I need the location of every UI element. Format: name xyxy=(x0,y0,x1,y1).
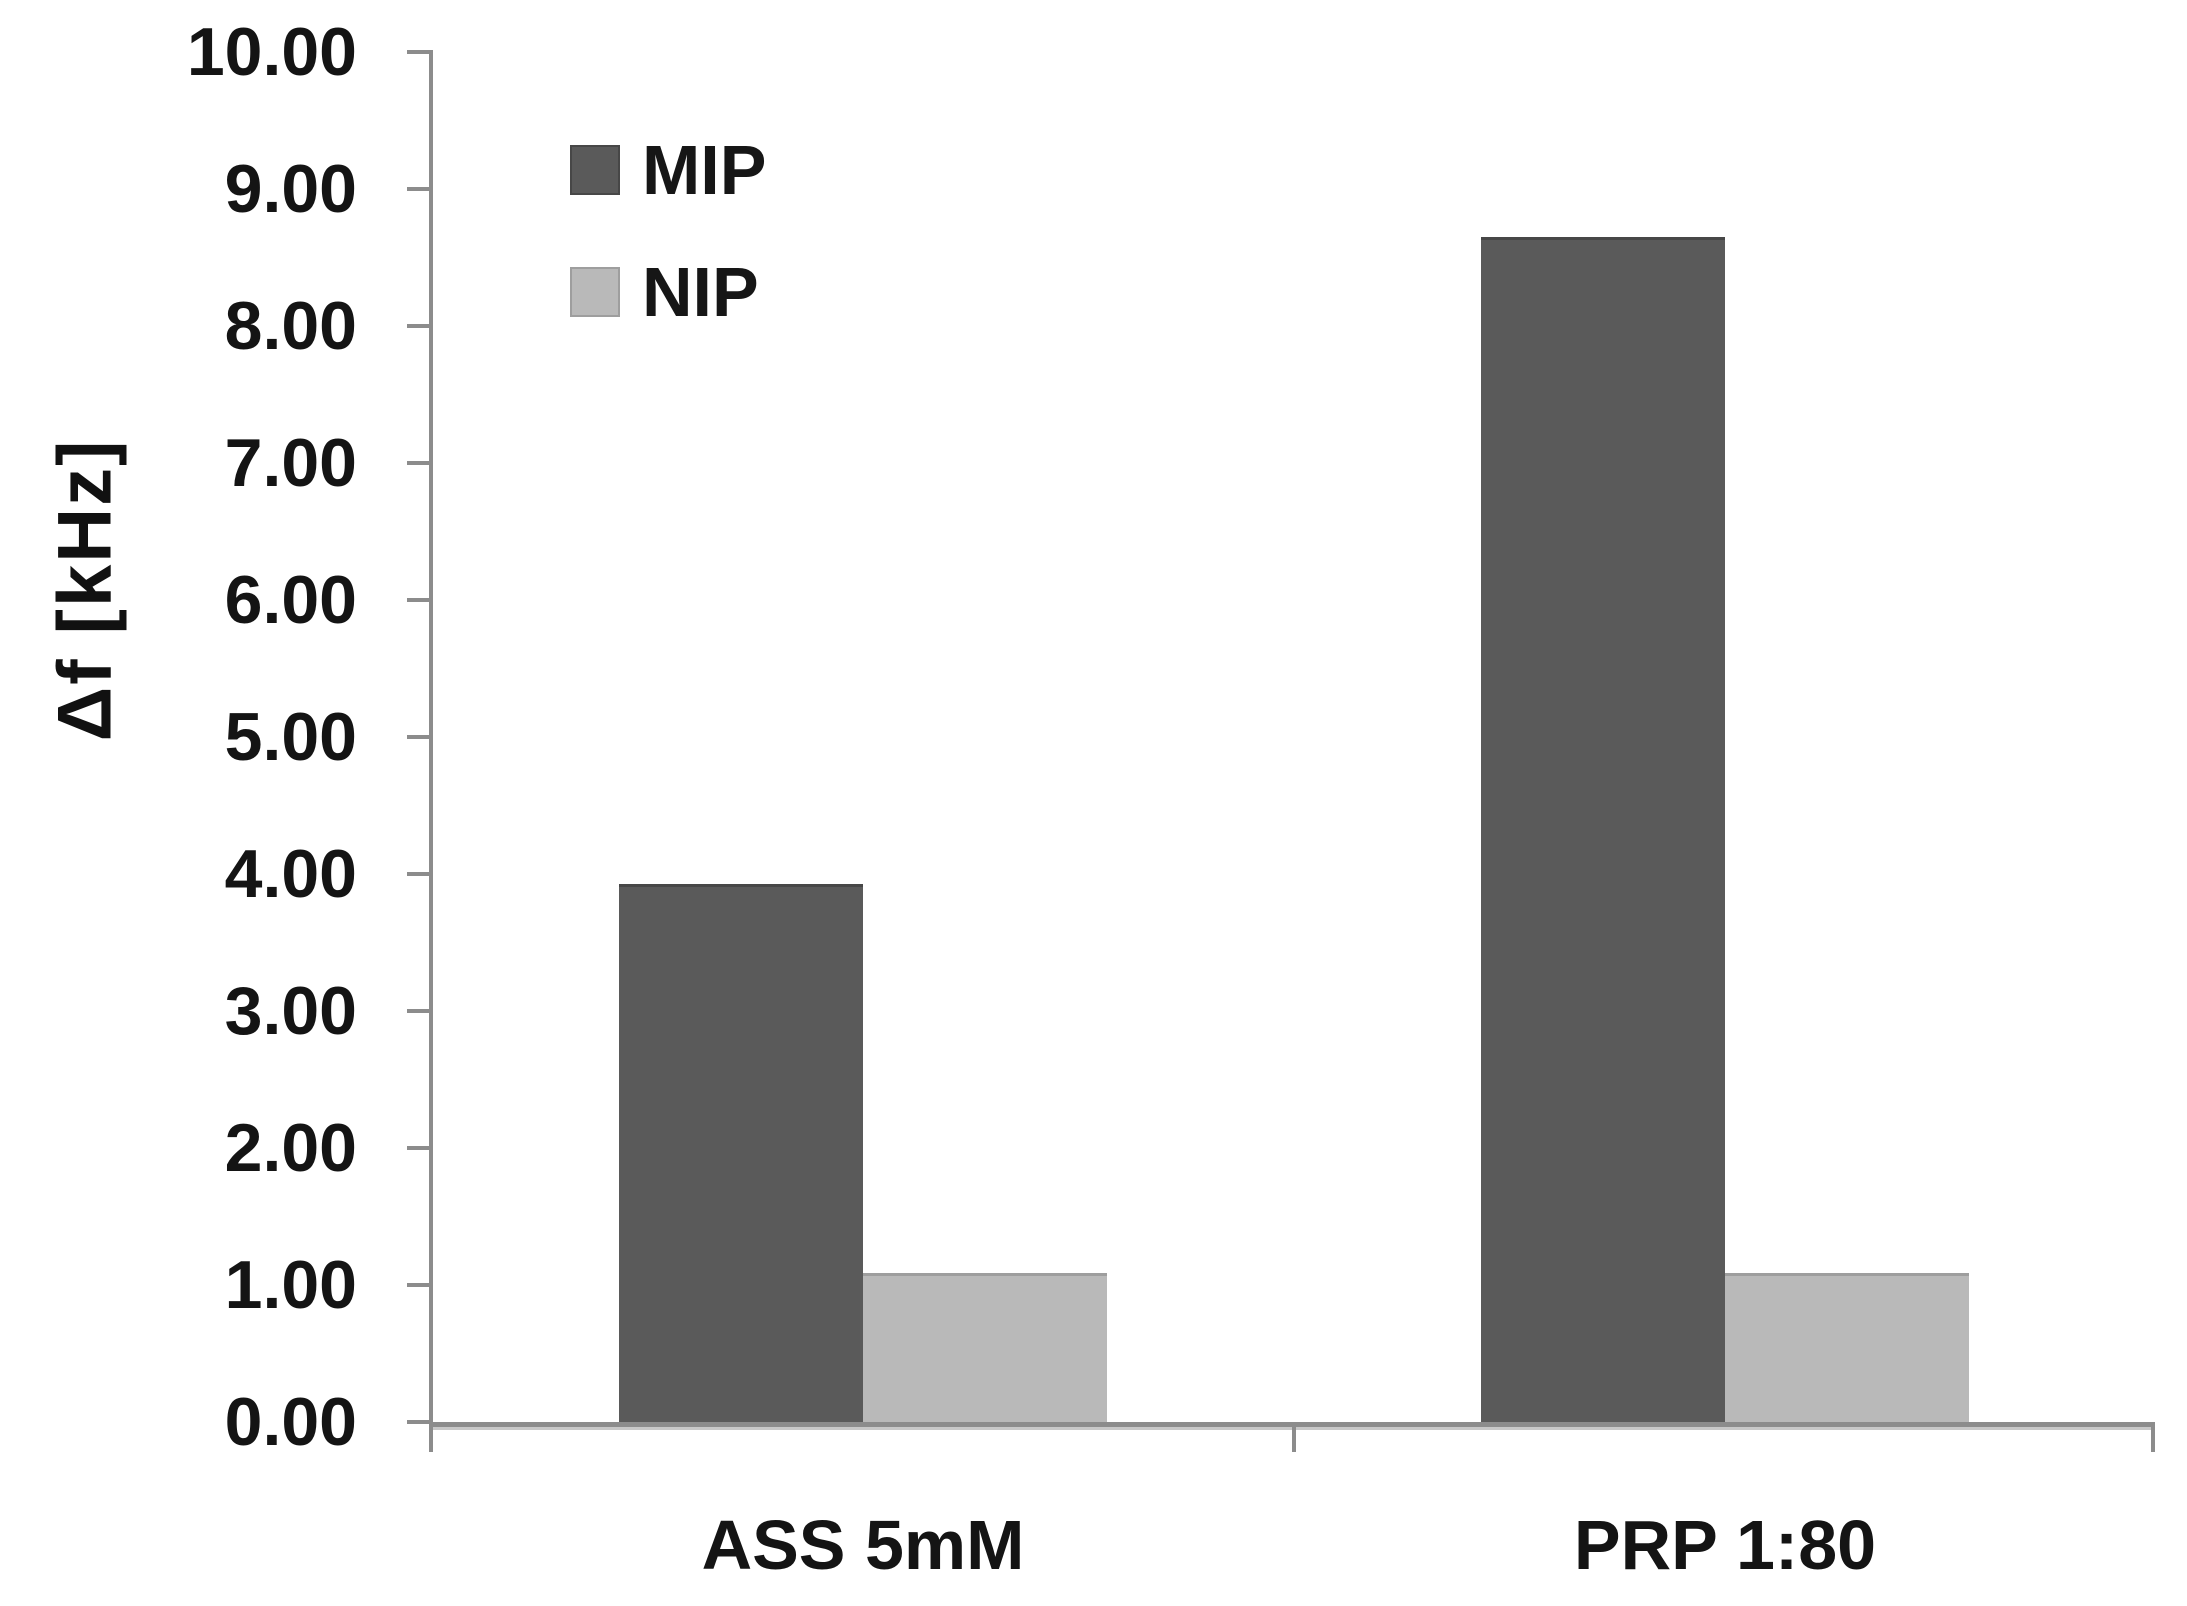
y-tick-mark xyxy=(407,1146,433,1150)
y-tick-mark xyxy=(407,598,433,602)
y-tick-mark xyxy=(407,735,433,739)
legend-entry-nip: NIP xyxy=(570,253,759,331)
bar-nip-ass-5mm xyxy=(863,1273,1107,1425)
legend-swatch-mip xyxy=(570,145,620,195)
bar-mip-prp-1-80 xyxy=(1481,237,1725,1425)
y-tick-mark xyxy=(407,187,433,191)
y-tick-mark xyxy=(407,1420,433,1424)
x-category-label-ass-5mm: ASS 5mM xyxy=(701,1506,1025,1584)
y-tick-mark xyxy=(407,872,433,876)
legend-label-nip: NIP xyxy=(642,253,759,331)
x-tick-mark xyxy=(1292,1424,1296,1452)
y-tick-label: 10.00 xyxy=(186,14,357,90)
y-tick-mark xyxy=(407,1009,433,1013)
bar-mip-ass-5mm xyxy=(619,884,863,1425)
x-tick-mark xyxy=(429,1424,433,1452)
y-tick-label: 6.00 xyxy=(224,562,357,638)
legend-swatch-nip xyxy=(570,267,620,317)
x-tick-mark xyxy=(2151,1424,2155,1452)
y-tick-label: 5.00 xyxy=(224,699,357,775)
y-tick-label: 8.00 xyxy=(224,288,357,364)
x-category-label-prp-1-80: PRP 1:80 xyxy=(1573,1506,1877,1584)
y-tick-label: 0.00 xyxy=(224,1384,357,1460)
y-tick-mark xyxy=(407,1283,433,1287)
y-tick-mark xyxy=(407,50,433,54)
legend-entry-mip: MIP xyxy=(570,131,767,209)
y-tick-label: 2.00 xyxy=(224,1110,357,1186)
legend-label-mip: MIP xyxy=(642,131,767,209)
y-tick-mark xyxy=(407,461,433,465)
y-tick-mark xyxy=(407,324,433,328)
y-tick-label: 7.00 xyxy=(224,425,357,501)
y-tick-label: 9.00 xyxy=(224,151,357,227)
y-axis-line xyxy=(429,52,433,1450)
bar-nip-prp-1-80 xyxy=(1725,1273,1969,1425)
y-tick-label: 4.00 xyxy=(224,836,357,912)
y-tick-label: 1.00 xyxy=(224,1247,357,1323)
y-axis-title: Δf [kHz] xyxy=(42,438,128,742)
y-tick-label: 3.00 xyxy=(224,973,357,1049)
